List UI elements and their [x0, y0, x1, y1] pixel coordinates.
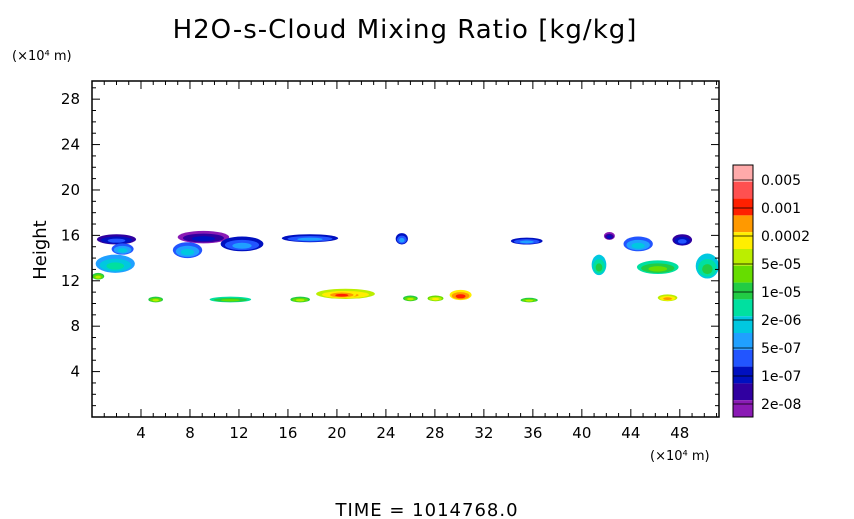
- colorbar-swatch: [733, 181, 753, 199]
- colorbar-label: 0.0002: [761, 229, 810, 245]
- x-tick-label: 44: [621, 424, 640, 442]
- colorbar-label: 2e-08: [761, 397, 801, 413]
- cloud-field: [92, 230, 719, 303]
- colorbar-swatch: [733, 316, 753, 333]
- colorbar-label: 5e-07: [761, 341, 801, 357]
- x-tick-label: 20: [327, 424, 346, 442]
- y-tick-label: 8: [70, 317, 80, 335]
- y-tick-label: 16: [61, 226, 80, 244]
- cloud-cell-core: [431, 297, 440, 301]
- cloud-cell-core: [702, 264, 713, 275]
- cloud-cell-core: [191, 236, 216, 242]
- y-tick-label: 24: [61, 136, 80, 154]
- y-unit-label: (×10⁴ m): [12, 49, 72, 64]
- colorbar-swatch: [733, 282, 753, 300]
- x-tick-label: 8: [185, 424, 195, 442]
- cloud-cell-core: [525, 299, 534, 302]
- x-tick-label: 12: [229, 424, 248, 442]
- cloud-cell-core: [677, 239, 687, 244]
- cloud-cell-core: [95, 275, 101, 279]
- colorbar-swatch: [733, 165, 753, 182]
- colorbar-swatch: [733, 299, 753, 317]
- y-tick-label: 20: [61, 181, 80, 199]
- colorbar-swatch: [733, 198, 753, 216]
- colorbar-swatch: [733, 265, 753, 283]
- cloud-cell-core: [455, 294, 466, 299]
- time-label: TIME = 1014768.0: [334, 500, 518, 519]
- cloud-cell-core: [631, 242, 645, 249]
- x-tick-label: 28: [425, 424, 444, 442]
- colorbar-label: 0.005: [761, 173, 801, 189]
- x-tick-label: 36: [523, 424, 542, 442]
- cloud-cell-core: [297, 237, 323, 241]
- cloud-cell-core: [399, 237, 405, 243]
- colorbar-swatch: [733, 349, 753, 367]
- colorbar-label: 0.001: [761, 201, 801, 217]
- cloud-cell-core: [335, 293, 349, 297]
- y-tick-label: 12: [61, 272, 80, 290]
- cloud-cell-core: [407, 297, 414, 301]
- cloud-cell-core: [107, 238, 126, 243]
- cloud-cell-core: [152, 299, 159, 302]
- colorbar-swatch: [733, 383, 753, 401]
- y-tick-label: 28: [61, 90, 80, 108]
- colorbar-swatch: [733, 232, 753, 249]
- cloud-cell-core: [519, 240, 534, 244]
- cloud-cell-core: [648, 266, 668, 272]
- x-unit-label: (×10⁴ m): [650, 449, 710, 464]
- cloud-cell-core: [106, 262, 125, 270]
- x-tick-label: 24: [376, 424, 395, 442]
- cloud-cell-core: [663, 297, 672, 301]
- colorbar-label: 1e-05: [761, 285, 801, 301]
- colorbar-swatch: [733, 249, 753, 266]
- cloud-cell-core: [595, 263, 603, 272]
- chart-title: H2O-s-Cloud Mixing Ratio [kg/kg]: [173, 15, 638, 45]
- cloud-cell-core: [295, 299, 305, 302]
- x-tick-label: 4: [136, 424, 146, 442]
- colorbar-label: 5e-05: [761, 257, 801, 273]
- colorbar-swatch: [733, 215, 753, 233]
- colorbar-swatch: [733, 400, 753, 417]
- colorbar-label: 2e-06: [761, 313, 801, 329]
- colorbar-swatch: [733, 333, 753, 350]
- cloud-cell-core: [221, 299, 240, 302]
- cloud-cell-core: [180, 248, 195, 256]
- colorbar-frame: [732, 164, 754, 418]
- cloud-cell-core: [606, 235, 612, 239]
- x-axis-ticks: 4 8 12 16 20 24 28 32 36 40 44 48: [103, 81, 718, 442]
- y-axis-label: Height: [30, 220, 51, 280]
- cloud-cell-core: [117, 248, 128, 253]
- colorbar: 0.005 0.001 0.0002 5e-05 1e-05 2e-06 5e-07 1e-0…: [732, 164, 810, 418]
- cloud-cell-core: [232, 242, 252, 249]
- y-tick-label: 4: [70, 363, 80, 381]
- colorbar-label: 1e-07: [761, 369, 801, 385]
- y-axis-ticks: 4 8 12 16 20 24 28: [61, 87, 719, 407]
- x-tick-label: 32: [474, 424, 493, 442]
- x-tick-label: 48: [670, 424, 689, 442]
- colorbar-swatch: [733, 366, 753, 384]
- plot-frame: [91, 80, 720, 418]
- x-tick-label: 16: [278, 424, 297, 442]
- x-tick-label: 40: [572, 424, 591, 442]
